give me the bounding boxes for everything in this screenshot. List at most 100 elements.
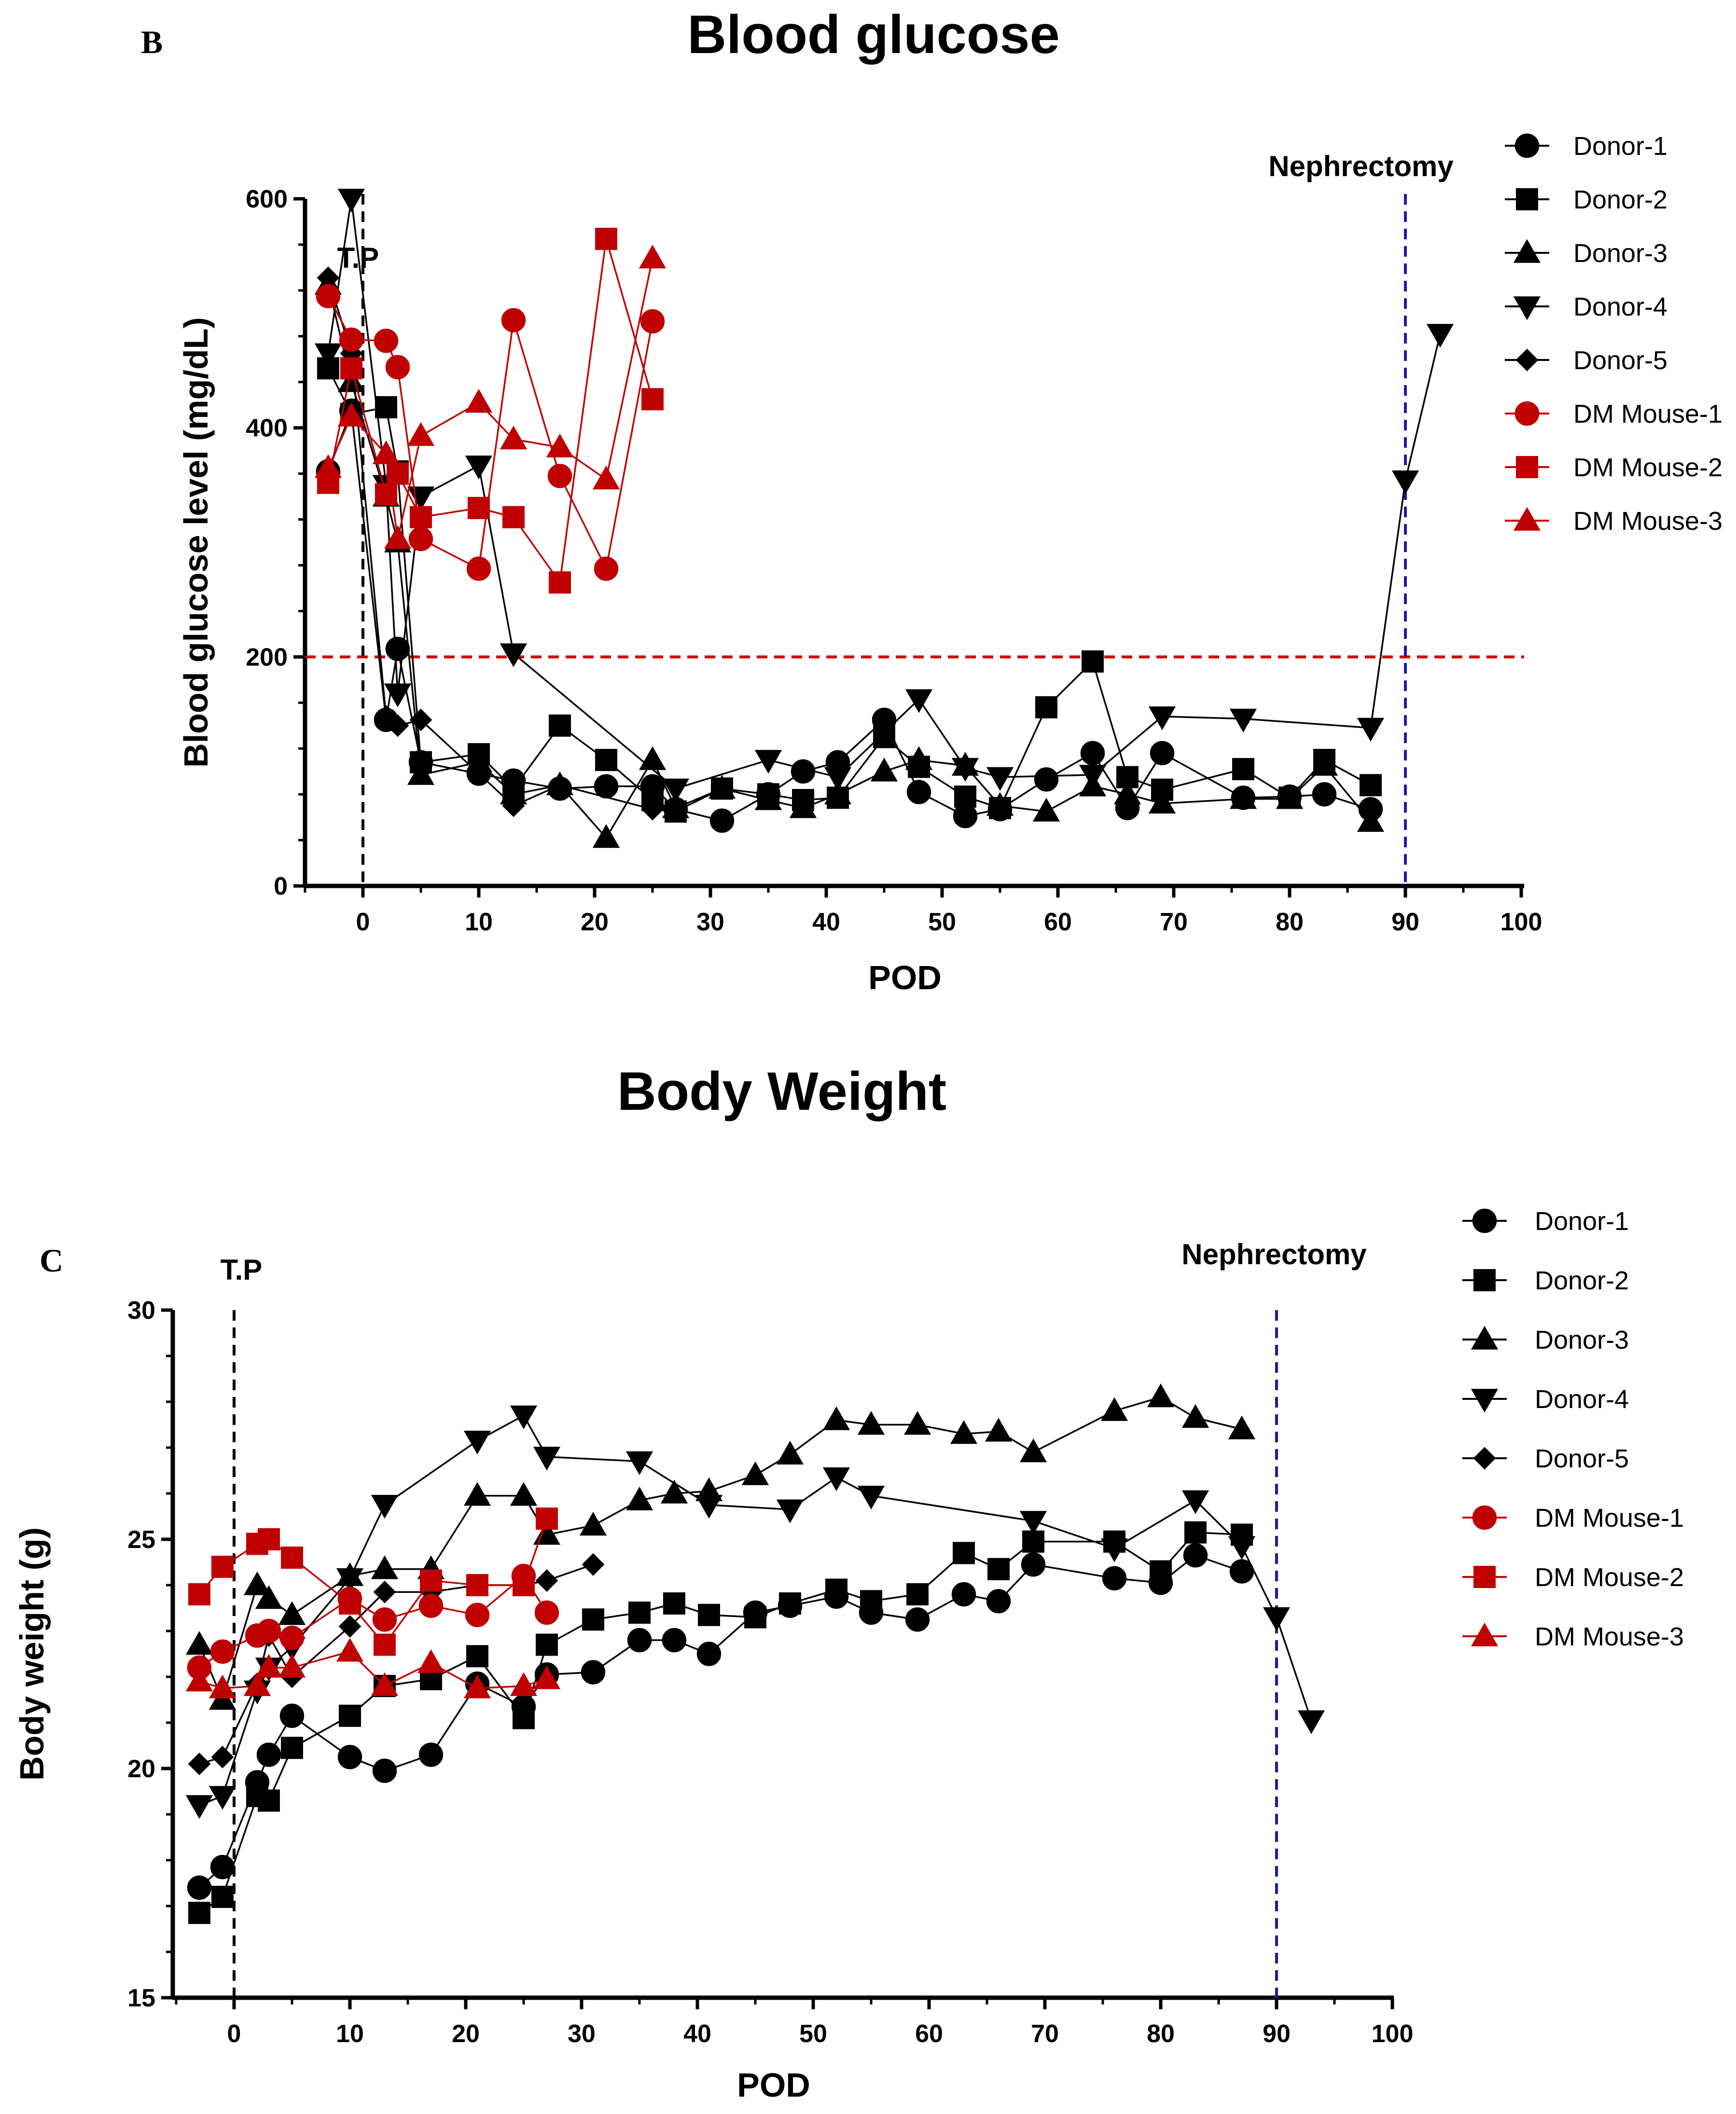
data-point-donor-5: [338, 1615, 361, 1638]
data-point-dm-mouse-2: [410, 506, 432, 528]
data-point-donor-3: [662, 794, 690, 818]
data-point-dm-mouse-3: [500, 425, 528, 450]
data-point-donor-3: [985, 1418, 1013, 1442]
data-point-dm-mouse-2: [340, 357, 362, 380]
series-line-dm-mouse-3: [327, 258, 653, 539]
legend-marker-donor-1: [1514, 133, 1540, 158]
data-point-dm-mouse-2: [513, 1574, 535, 1596]
data-point-donor-2: [744, 1606, 766, 1629]
x-tick-label: 90: [1263, 2020, 1291, 2048]
y-tick-label: 20: [127, 1755, 155, 1783]
data-point-dm-mouse-2: [536, 1507, 558, 1530]
data-point-dm-mouse-2: [466, 1574, 488, 1596]
data-point-donor-2: [375, 396, 397, 418]
data-point-donor-4: [314, 343, 342, 367]
data-point-donor-1: [1150, 741, 1175, 765]
x-tick-label: 10: [336, 2020, 364, 2048]
data-point-dm-mouse-3: [185, 1668, 213, 1692]
data-point-donor-5: [188, 1753, 211, 1775]
data-point-donor-3: [660, 1479, 688, 1504]
data-point-dm-mouse-3: [546, 433, 574, 457]
data-point-donor-1: [256, 1742, 281, 1767]
data-point-donor-4: [905, 689, 933, 713]
legend-marker-donor-3: [1471, 1326, 1499, 1350]
data-point-dm-mouse-3: [384, 525, 412, 549]
data-point-dm-mouse-2: [641, 388, 664, 411]
x-tick-label: 60: [915, 2020, 943, 2048]
data-point-donor-3: [776, 1440, 804, 1465]
x-tick-label: 60: [1044, 908, 1072, 936]
data-point-donor-5: [386, 714, 409, 737]
data-point-donor-1: [337, 1745, 362, 1769]
legend-label-dm-mouse-1: DM Mouse-1: [1573, 400, 1722, 428]
y-tick-label: 30: [127, 1297, 155, 1325]
data-point-donor-4: [1100, 1538, 1128, 1562]
data-point-dm-mouse-3: [208, 1674, 236, 1699]
data-point-donor-4: [857, 1485, 885, 1510]
data-point-donor-3: [754, 786, 782, 810]
data-point-donor-3: [1229, 785, 1257, 809]
data-point-donor-3: [822, 1406, 850, 1430]
panel-c-body-weight-chart: C Body Weight 15 20 25 30 0 10 20 30 40 50 60 70 80 9…: [13, 1061, 1684, 2104]
data-point-donor-4: [822, 1467, 850, 1492]
data-point-donor-2: [953, 1542, 975, 1564]
data-point-dm-mouse-1: [466, 556, 491, 581]
data-point-donor-3: [986, 792, 1014, 816]
data-point-dm-mouse-2: [420, 1569, 442, 1592]
data-point-donor-3: [1357, 808, 1385, 832]
data-point-donor-3: [337, 368, 365, 392]
data-point-dm-mouse-3: [463, 1674, 491, 1699]
legend-marker-donor-1: [1472, 1208, 1497, 1233]
legend-label-donor-5: Donor-5: [1535, 1444, 1629, 1473]
data-point-dm-mouse-2: [502, 506, 525, 528]
data-point-donor-3: [870, 758, 898, 782]
data-point-donor-5: [582, 1553, 605, 1576]
series-line-donor-4: [327, 198, 1441, 790]
data-point-donor-4: [185, 1795, 213, 1819]
y-axis-label: Body weight (g): [13, 1527, 51, 1781]
data-point-dm-mouse-2: [374, 1633, 396, 1656]
data-point-donor-5: [409, 708, 432, 732]
data-point-dm-mouse-1: [385, 355, 410, 380]
x-tick-label: 50: [928, 908, 956, 936]
data-point-dm-mouse-3: [243, 1672, 271, 1696]
x-tick-label: 100: [1500, 908, 1542, 936]
data-point-donor-4: [625, 1451, 653, 1475]
data-point-donor-3: [1147, 1383, 1175, 1408]
data-point-donor-4: [337, 189, 365, 213]
data-point-donor-2: [1232, 758, 1254, 780]
data-point-dm-mouse-3: [336, 1638, 364, 1662]
data-point-donor-2: [188, 1902, 210, 1924]
data-point-donor-4: [371, 1494, 399, 1519]
data-point-donor-2: [513, 1707, 535, 1729]
data-point-dm-mouse-1: [374, 329, 399, 353]
data-point-donor-2: [339, 1704, 361, 1727]
data-point-donor-2: [1082, 650, 1104, 673]
y-tick-label: 400: [246, 415, 288, 442]
data-point-dm-mouse-1: [316, 284, 341, 308]
panel-b-title: Blood glucose: [687, 4, 1060, 65]
data-point-donor-4: [986, 767, 1014, 791]
data-point-dm-mouse-2: [339, 1592, 361, 1615]
legend-label-donor-3: Donor-3: [1573, 239, 1667, 268]
x-tick-label: 100: [1372, 2020, 1414, 2048]
data-point-dm-mouse-2: [211, 1556, 234, 1578]
data-point-donor-3: [1113, 780, 1141, 804]
data-point-dm-mouse-3: [314, 454, 342, 478]
data-point-dm-mouse-1: [339, 327, 364, 352]
x-tick-label: 20: [581, 908, 609, 936]
data-point-donor-3: [1310, 752, 1338, 776]
legend-marker-donor-2: [1473, 1269, 1496, 1291]
data-point-donor-3: [278, 1601, 306, 1625]
data-point-donor-4: [463, 1430, 491, 1455]
series-line-dm-mouse-1: [327, 295, 653, 572]
data-point-donor-3: [1181, 1404, 1209, 1428]
data-point-donor-5: [535, 1569, 558, 1592]
x-tick-label: 90: [1391, 908, 1419, 936]
data-point-dm-mouse-3: [465, 389, 493, 413]
data-point-dm-mouse-3: [510, 1672, 538, 1696]
panel-c-letter: C: [40, 1242, 63, 1279]
data-point-donor-1: [1034, 767, 1059, 792]
data-point-donor-3: [592, 824, 620, 848]
x-tick-label: 50: [799, 2020, 827, 2048]
